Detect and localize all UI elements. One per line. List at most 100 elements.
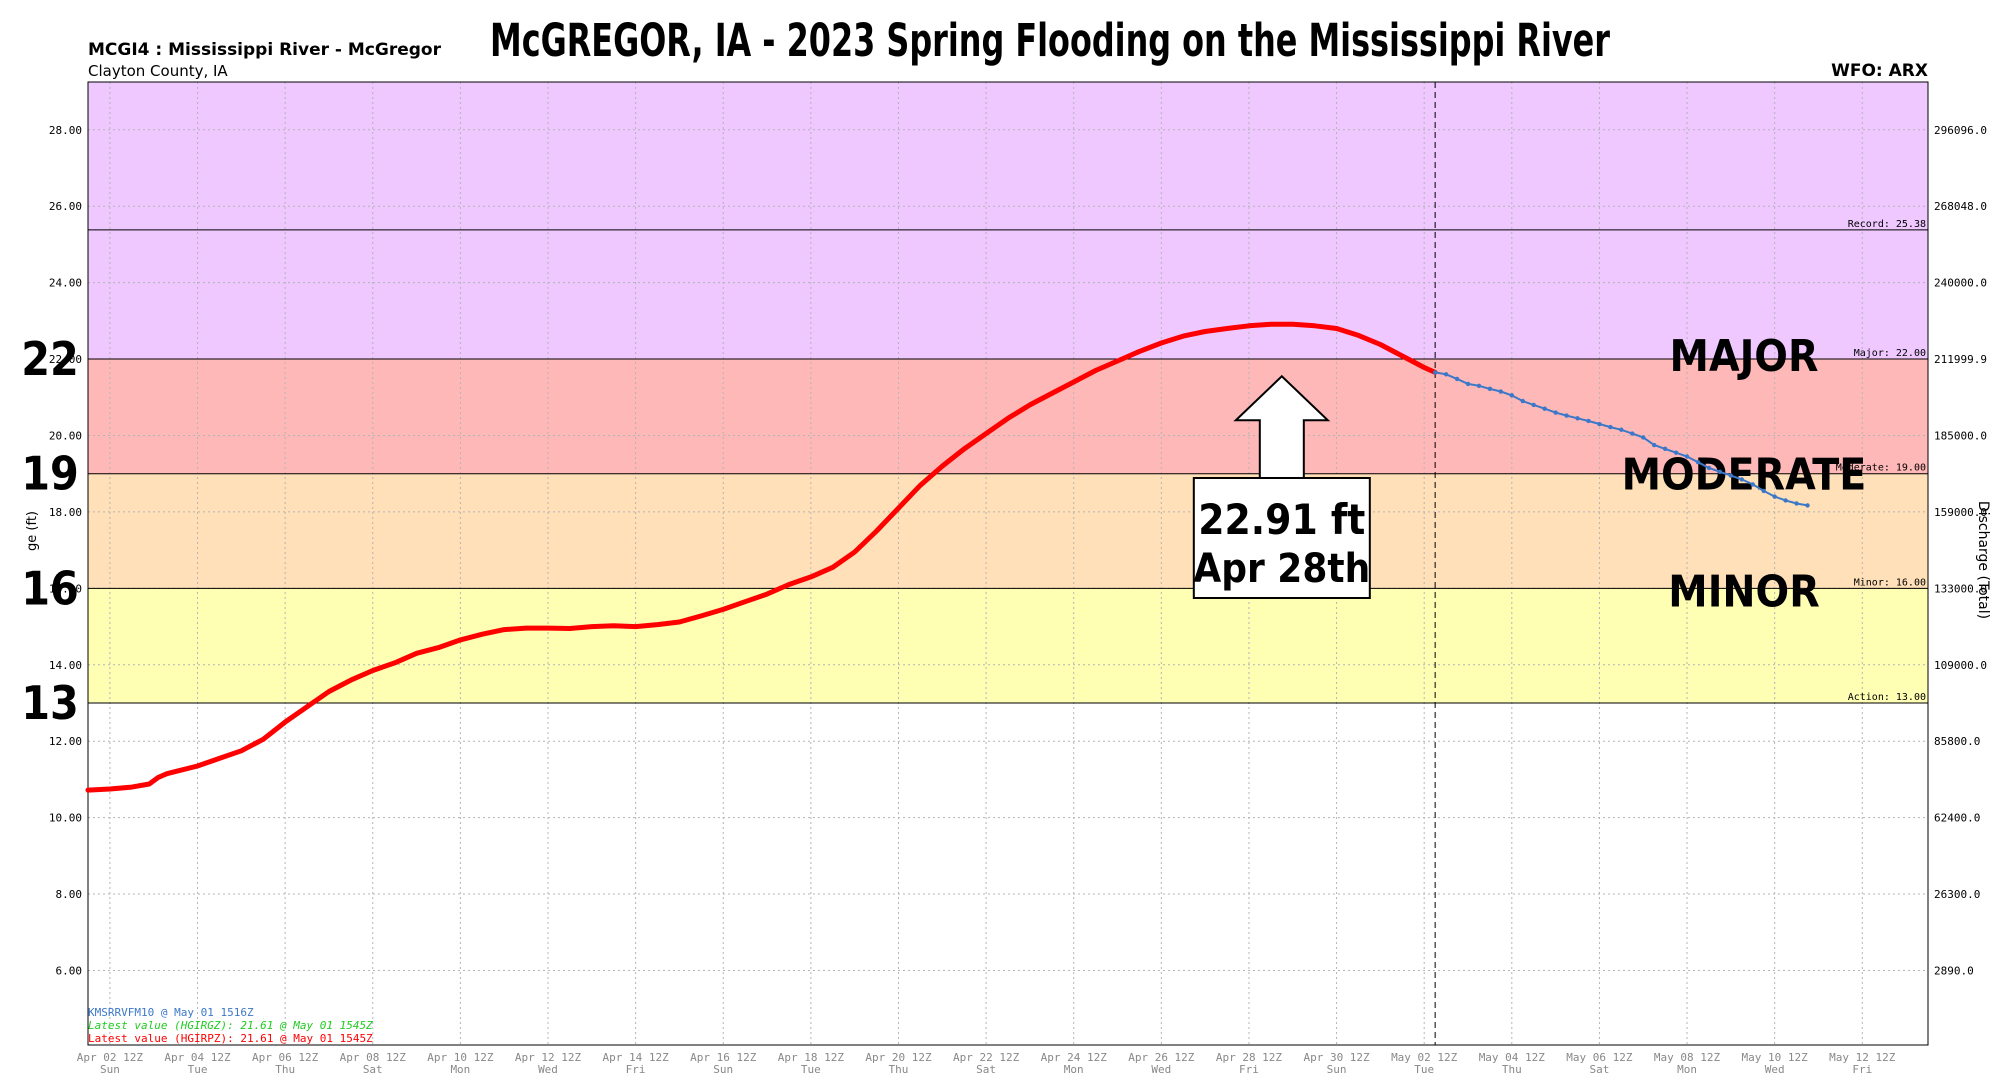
x-tick-dow: Wed: [538, 1063, 558, 1076]
forecast-point: [1783, 498, 1788, 503]
threshold-label: Record: 25.38: [1848, 219, 1926, 230]
grid-lines: [88, 82, 1928, 1045]
x-tick-dow: Thu: [1502, 1063, 1522, 1076]
x-tick-dow: Sun: [1327, 1063, 1347, 1076]
forecast-point: [1465, 381, 1471, 387]
left-stage-marker: 19: [21, 447, 79, 501]
forecast-point: [1739, 477, 1745, 482]
forecast-point: [1597, 421, 1602, 427]
forecast-point: [1608, 424, 1613, 430]
x-tick-dow: Tue: [801, 1063, 821, 1076]
y-tick-label: 8.00: [56, 888, 83, 901]
right-tick-label: 109000.0: [1934, 659, 1987, 672]
right-tick-label: 159000.0: [1934, 506, 1987, 519]
x-tick-dow: Wed: [1151, 1063, 1171, 1076]
y-tick-label: 18.00: [49, 506, 82, 519]
x-tick-dow: Thu: [275, 1063, 295, 1076]
x-tick-label: May 02 12Z: [1391, 1051, 1458, 1064]
forecast-point: [1498, 389, 1504, 394]
forecast-point: [1794, 501, 1799, 506]
forecast-point: [1706, 465, 1712, 471]
forecast-point: [1454, 376, 1460, 382]
forecast-point: [1662, 446, 1668, 452]
x-tick-label: Apr 20 12Z: [865, 1051, 932, 1064]
x-tick-label: Apr 14 12Z: [603, 1051, 670, 1064]
x-tick-dow: Mon: [450, 1063, 470, 1076]
right-axis-ticks: 2890.0 26300.0 62400.0 85800.0 109000.0 13300…: [1934, 124, 1987, 978]
flood-zone-major: [88, 82, 1928, 360]
left-stage-marker: 13: [21, 676, 79, 730]
y-tick-label: 20.00: [49, 429, 82, 442]
x-tick-label: Apr 28 12Z: [1216, 1051, 1283, 1064]
plot-frame: [87, 81, 1929, 1046]
x-tick-dow: Sat: [363, 1063, 383, 1076]
x-tick-label: May 08 12Z: [1654, 1051, 1721, 1064]
right-tick-label: 268048.0: [1934, 200, 1987, 213]
y-axis-label-left: ge (ft): [25, 511, 40, 551]
category-label: MINOR: [1668, 566, 1819, 617]
x-tick-dow: Fri: [1239, 1063, 1259, 1076]
peak-date-text: Apr 28th: [1193, 546, 1370, 592]
flood-zone-action: [88, 588, 1928, 703]
forecast-point: [1641, 435, 1646, 440]
forecast-point: [1443, 372, 1449, 377]
right-tick-label: 85800.0: [1934, 735, 1980, 748]
threshold-label: Major: 22.00: [1854, 348, 1926, 359]
category-label: MAJOR: [1670, 331, 1819, 382]
x-tick-label: Apr 26 12Z: [1128, 1051, 1195, 1064]
county-label: Clayton County, IA: [88, 62, 228, 80]
x-tick-label: Apr 06 12Z: [252, 1051, 319, 1064]
threshold-label: Action: 13.00: [1848, 692, 1926, 703]
x-tick-dow: Sat: [976, 1063, 996, 1076]
forecast-point: [1695, 460, 1701, 465]
forecast-point: [1619, 427, 1624, 432]
left-stage-marker: 22: [21, 332, 79, 386]
x-tick-dow: Sat: [1589, 1063, 1609, 1076]
right-tick-label: 185000.0: [1934, 429, 1987, 442]
threshold-labels: Record: 25.38 Major: 22.00 Moderate: 19.00…: [1836, 219, 1926, 703]
x-tick-label: May 04 12Z: [1479, 1051, 1546, 1064]
x-tick-label: May 12 12Z: [1829, 1051, 1896, 1064]
forecast-point: [1542, 406, 1547, 411]
x-tick-dow: Sun: [100, 1063, 120, 1076]
x-tick-label: Apr 16 12Z: [690, 1051, 757, 1064]
x-tick-label: Apr 04 12Z: [164, 1051, 231, 1064]
wfo-label: WFO: ARX: [1831, 61, 1928, 81]
y-tick-label: 16.00: [49, 582, 82, 595]
forecast-point: [1805, 503, 1810, 508]
forecast-point: [1476, 383, 1482, 389]
forecast-point: [1575, 416, 1580, 421]
threshold-label: Moderate: 19.00: [1836, 463, 1926, 474]
forecast-point: [1630, 431, 1635, 436]
y-tick-label: 24.00: [49, 277, 82, 290]
forecast-point: [1553, 410, 1558, 415]
x-tick-dow: Fri: [626, 1063, 646, 1076]
forecast-point: [1520, 398, 1525, 404]
x-tick-dow: Fri: [1852, 1063, 1872, 1076]
y-tick-label: 10.00: [49, 812, 82, 825]
category-label: MODERATE: [1622, 450, 1867, 501]
threshold-label: Minor: 16.00: [1854, 577, 1926, 588]
forecast-point: [1684, 454, 1690, 459]
y-tick-label: 6.00: [56, 964, 83, 977]
right-tick-label: 211999.9: [1934, 353, 1987, 366]
x-tick-label: Apr 18 12Z: [778, 1051, 845, 1064]
forecast-point: [1717, 469, 1723, 474]
left-stage-marker: 16: [21, 561, 79, 615]
y-tick-label: 12.00: [49, 735, 82, 748]
x-tick-dow: Mon: [1677, 1063, 1697, 1076]
station-id: MCGI4 : Mississippi River - McGregor: [88, 40, 442, 60]
x-tick-label: Apr 24 12Z: [1041, 1051, 1108, 1064]
x-tick-label: Apr 12 12Z: [515, 1051, 582, 1064]
x-tick-dow: Tue: [1414, 1063, 1434, 1076]
forecast-point: [1564, 413, 1569, 418]
peak-value-text: 22.91 ft: [1198, 495, 1365, 544]
right-tick-label: 26300.0: [1934, 888, 1980, 901]
y-axis-ticks: 6.00 8.00 10.00 12.00 14.00 16.00 18.00 20.00 22…: [49, 124, 82, 978]
x-tick-label: May 10 12Z: [1742, 1051, 1809, 1064]
forecast-point: [1432, 370, 1438, 375]
right-tick-label: 2890.0: [1934, 964, 1974, 977]
observed-stage-line: [85, 321, 1438, 793]
